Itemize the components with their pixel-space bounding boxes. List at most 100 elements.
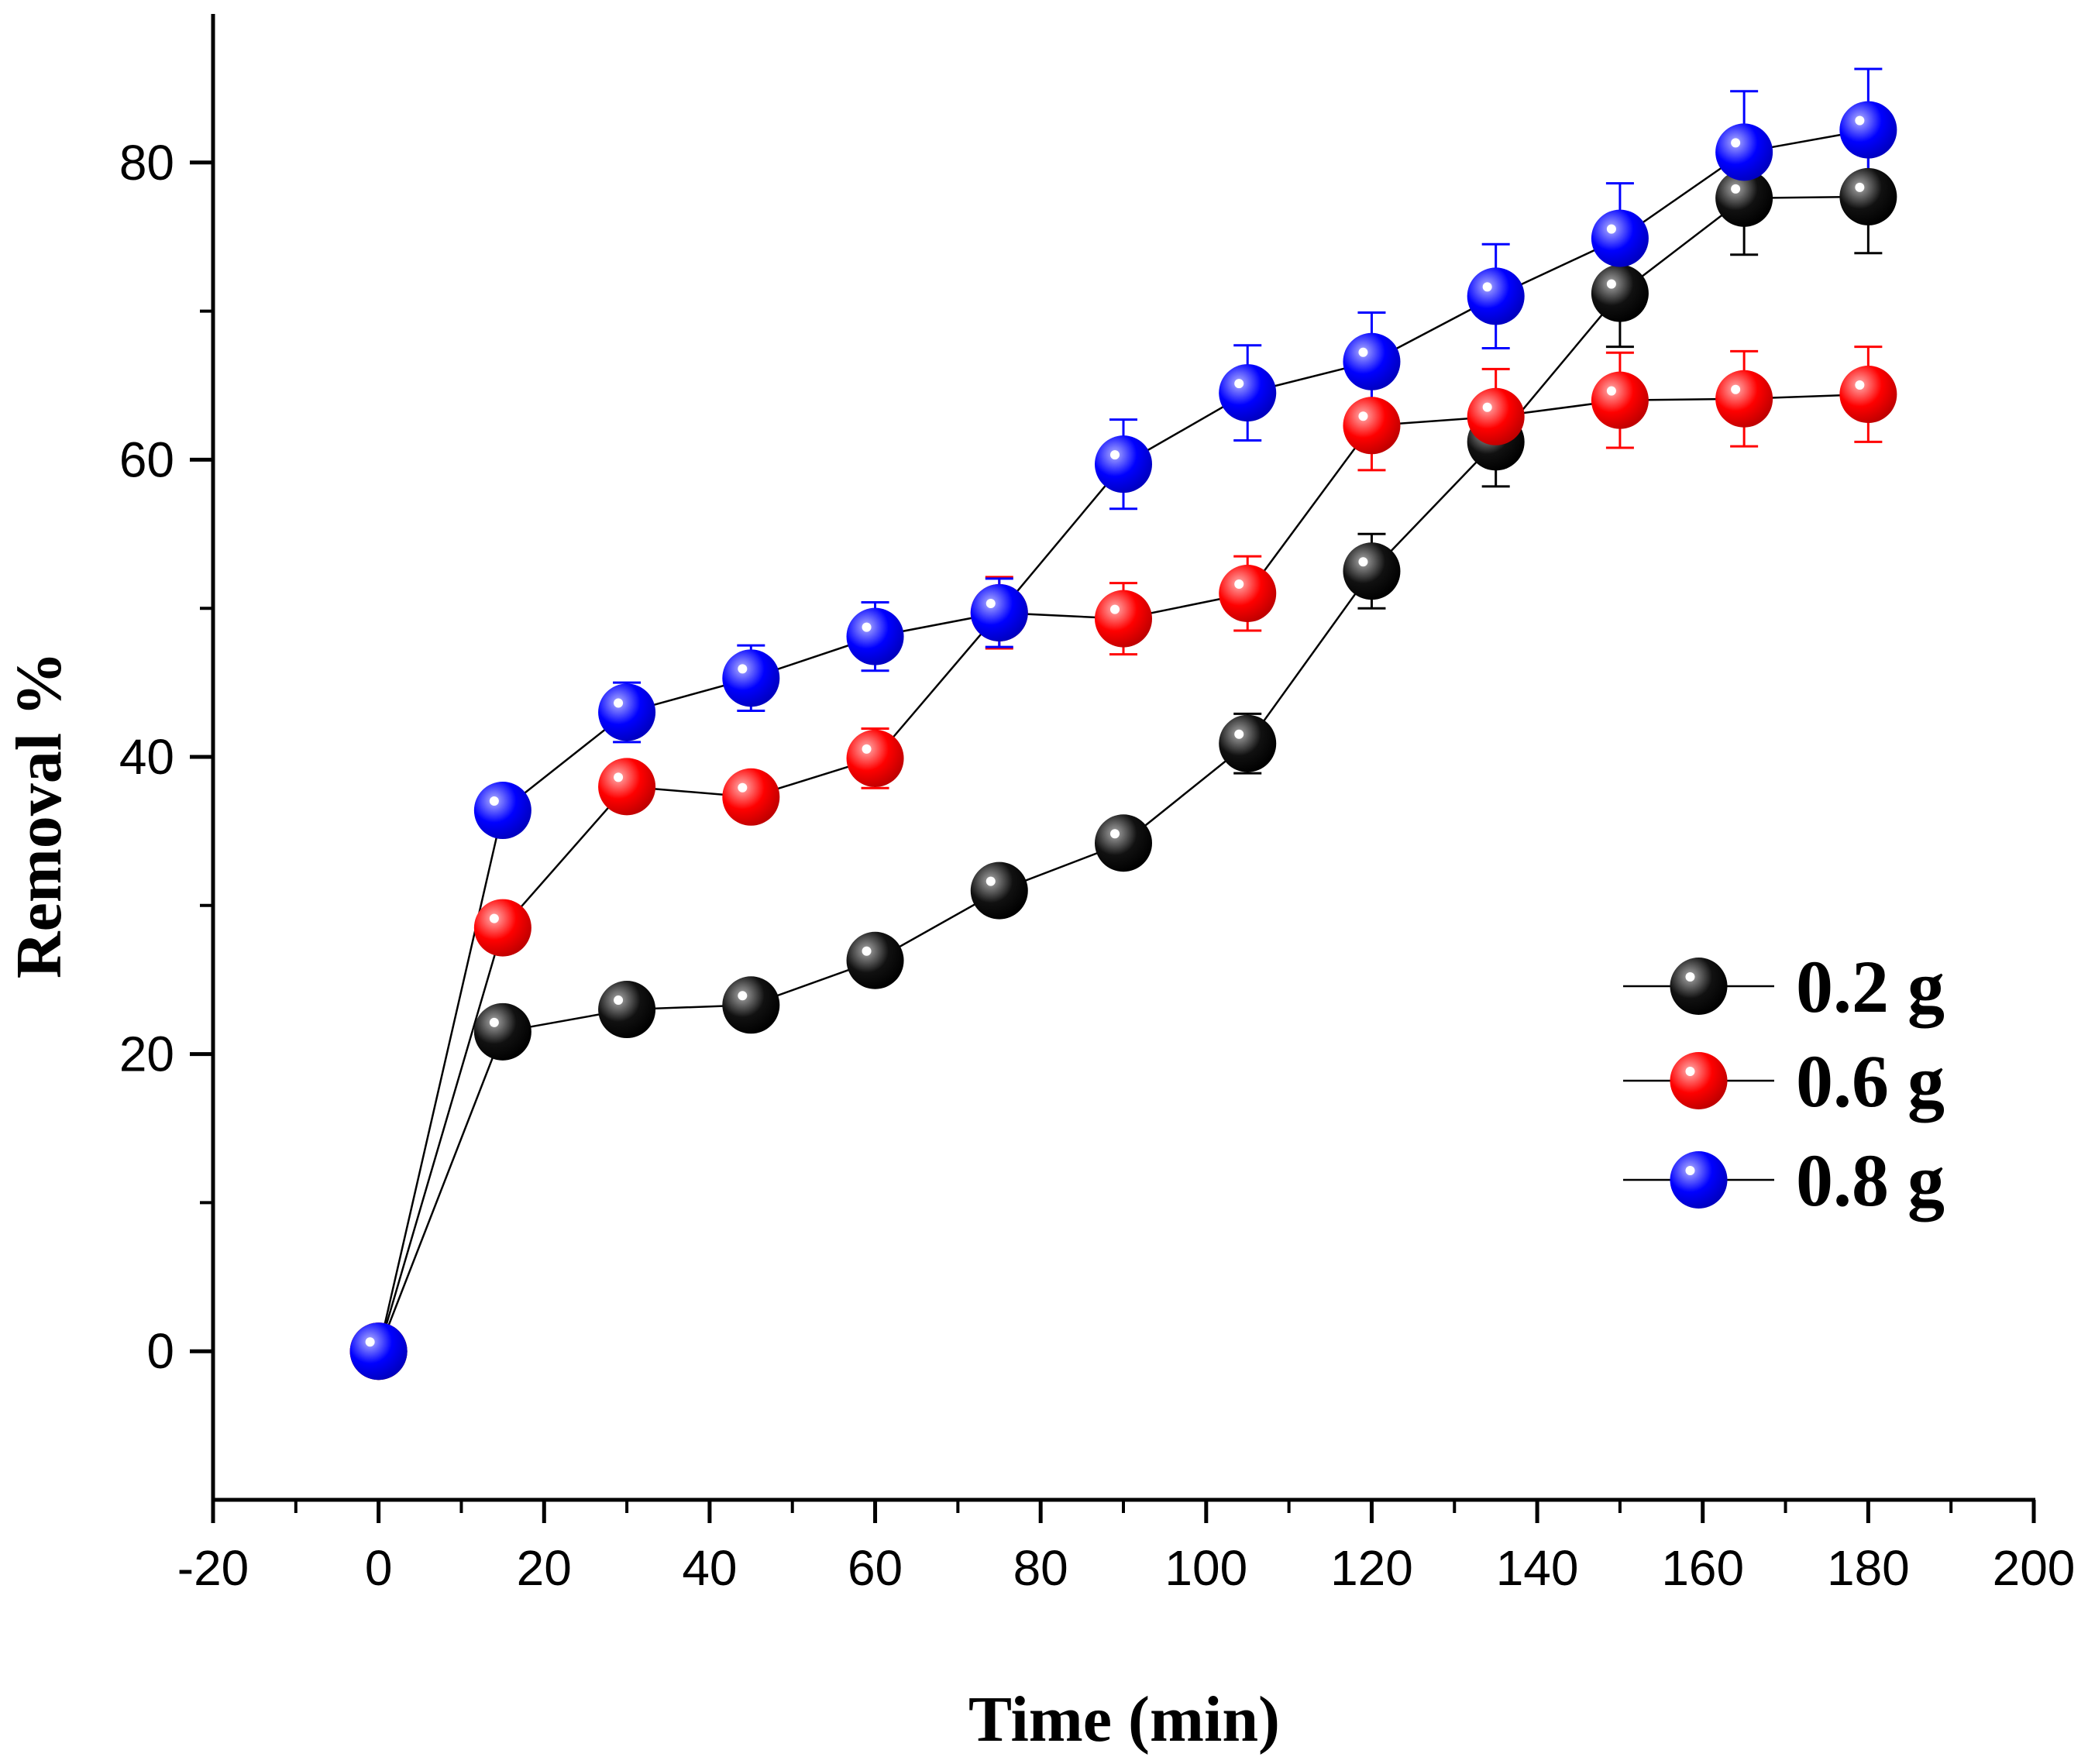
data-point	[846, 607, 904, 665]
data-point	[1095, 590, 1152, 648]
data-point	[1095, 435, 1152, 493]
series-line	[377, 129, 1869, 1352]
x-tick-label: -20	[177, 1540, 249, 1596]
data-point-highlight	[1731, 184, 1741, 194]
data-point-highlight	[1234, 729, 1244, 739]
y-tick-label: 20	[119, 1026, 174, 1082]
data-point	[722, 768, 780, 826]
data-point-highlight	[1358, 411, 1368, 421]
data-point	[1715, 123, 1773, 181]
data-point	[970, 861, 1028, 920]
data-point-highlight	[1482, 402, 1492, 412]
data-point	[1219, 565, 1277, 623]
x-tick-label: 60	[848, 1540, 903, 1596]
data-point	[1095, 814, 1152, 872]
data-point-highlight	[489, 913, 499, 923]
x-ticks: -20 0 20 40 60 80 100 120 140 160 180 200	[177, 1500, 2076, 1596]
data-point	[970, 583, 1028, 641]
data-point-highlight	[1110, 604, 1120, 614]
y-tick-label: 60	[119, 432, 174, 487]
data-point-highlight	[862, 744, 872, 754]
legend-label: 0.6 g	[1796, 1040, 1945, 1123]
data-point	[1591, 371, 1649, 429]
x-tick-label: 200	[1993, 1540, 2076, 1596]
legend-symbol	[1670, 1052, 1728, 1109]
data-point-highlight	[1110, 450, 1120, 460]
y-axis-title: Removal %	[3, 652, 75, 978]
data-point	[1715, 169, 1773, 227]
data-point-highlight	[1731, 138, 1741, 148]
data-point-highlight	[1234, 379, 1244, 389]
data-point-highlight	[1110, 829, 1120, 839]
data-point-highlight	[862, 946, 872, 956]
x-tick-label: 180	[1827, 1540, 1910, 1596]
x-axis-title: Time (min)	[968, 1683, 1280, 1755]
data-point	[473, 782, 531, 840]
data-point	[598, 683, 656, 741]
data-point-highlight	[1855, 115, 1865, 126]
data-point	[349, 1322, 408, 1381]
data-point	[1839, 101, 1897, 159]
data-point	[473, 899, 531, 957]
data-point-highlight	[862, 622, 872, 632]
series-line	[377, 393, 1869, 1352]
legend-symbol-highlight	[1685, 972, 1695, 982]
data-point-highlight	[1358, 347, 1368, 357]
data-point-highlight	[1606, 279, 1616, 289]
data-point	[1715, 370, 1773, 428]
data-point	[1467, 267, 1525, 325]
x-tick-label: 80	[1013, 1540, 1068, 1596]
y-ticks: 0 20 40 60 80	[119, 135, 213, 1379]
data-point	[1343, 397, 1401, 455]
data-point	[1839, 366, 1897, 424]
data-point-highlight	[614, 995, 624, 1006]
x-tick-label: 140	[1496, 1540, 1579, 1596]
data-point-highlight	[1234, 579, 1244, 590]
data-point-highlight	[1358, 557, 1368, 567]
data-point-highlight	[1606, 224, 1616, 234]
x-tick-label: 120	[1330, 1540, 1413, 1596]
data-point-highlight	[986, 598, 996, 608]
data-point-highlight	[1606, 386, 1616, 396]
data-point-highlight	[1855, 182, 1865, 192]
data-point-highlight	[614, 772, 624, 782]
error-bars	[488, 67, 1883, 1048]
legend: 0.2 g 0.6 g 0.8 g	[1623, 945, 1945, 1222]
legend-symbol-highlight	[1685, 1067, 1695, 1076]
data-point-highlight	[738, 782, 748, 793]
data-point-highlight	[489, 1017, 499, 1027]
x-tick-label: 0	[365, 1540, 393, 1596]
series-lines	[377, 129, 1869, 1352]
legend-label: 0.8 g	[1796, 1139, 1945, 1222]
x-tick-label: 20	[517, 1540, 572, 1596]
data-point	[722, 649, 780, 707]
data-point-highlight	[1482, 282, 1492, 292]
axes	[211, 14, 2035, 1502]
y-tick-label: 0	[146, 1323, 174, 1379]
x-tick-label: 40	[682, 1540, 737, 1596]
data-point	[722, 976, 780, 1034]
data-point	[1343, 542, 1401, 600]
data-point	[846, 931, 904, 989]
data-points	[349, 101, 1897, 1381]
legend-symbol	[1670, 958, 1728, 1015]
data-point-highlight	[738, 991, 748, 1001]
legend-label: 0.2 g	[1796, 945, 1945, 1028]
legend-symbol	[1670, 1151, 1728, 1209]
data-point	[846, 729, 904, 787]
data-point-highlight	[365, 1337, 375, 1347]
y-tick-label: 80	[119, 135, 174, 191]
data-point	[1219, 714, 1277, 772]
data-point-highlight	[1731, 384, 1741, 394]
data-point	[598, 981, 656, 1039]
data-point-highlight	[986, 876, 996, 886]
data-point	[1839, 167, 1897, 225]
x-tick-label: 160	[1661, 1540, 1744, 1596]
data-point	[473, 1002, 531, 1061]
y-tick-label: 40	[119, 729, 174, 785]
data-point-highlight	[614, 698, 624, 708]
data-point-highlight	[489, 796, 499, 806]
data-point	[1467, 387, 1525, 445]
data-point-highlight	[738, 664, 748, 674]
